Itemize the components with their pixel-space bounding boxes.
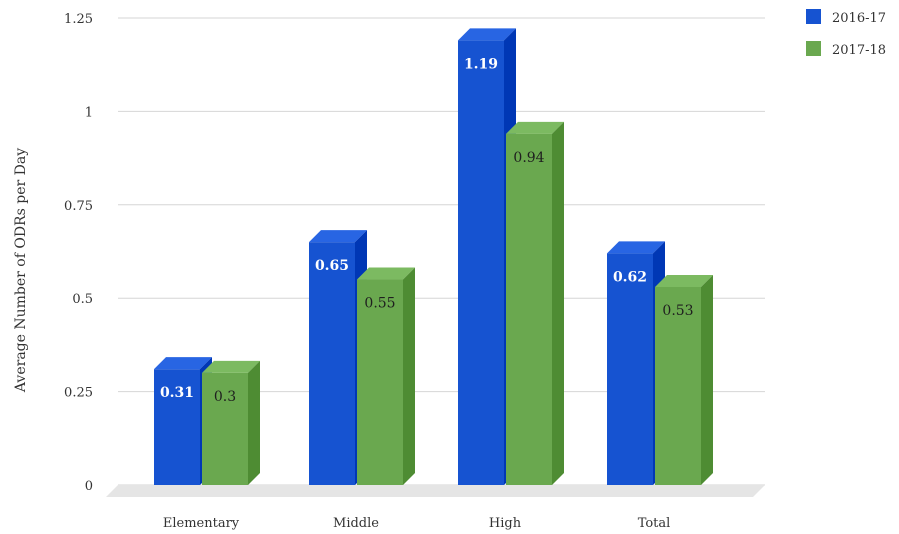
x-tick-label: High (489, 516, 522, 531)
legend: 2016-17 2017-18 (806, 9, 886, 58)
bar-top-face (506, 121, 564, 134)
bar-top-face (154, 357, 212, 370)
bar-top-face (202, 360, 260, 373)
bars-layer (154, 28, 713, 486)
bar-front-face (309, 242, 355, 485)
data-label-2017-18: 0.3 (214, 389, 236, 405)
y-tick-label: 1 (85, 105, 93, 120)
floor-layer (106, 485, 765, 497)
bar-side-face (403, 267, 415, 485)
bar-top-face (607, 241, 665, 254)
legend-item-2016-17: 2016-17 (806, 9, 886, 26)
y-axis-label: Average Number of ODRs per Day (13, 148, 29, 393)
legend-label: 2017-18 (832, 43, 886, 58)
bar-top-face (458, 28, 516, 41)
bar-front-face (655, 286, 701, 485)
axes-layer: 0 0.25 0.5 0.75 1 1.25 Average Number of ODRs … (13, 12, 670, 531)
data-label-2016-17: 0.62 (613, 269, 647, 285)
bar-top-face (309, 230, 367, 243)
data-label-2017-18: 0.94 (513, 150, 544, 166)
bar-front-face (458, 40, 504, 485)
bar-2017-18 (357, 267, 415, 485)
bar-2017-18 (202, 360, 260, 485)
legend-item-2017-18: 2017-18 (806, 41, 886, 58)
bar-front-face (202, 372, 248, 485)
data-label-2017-18: 0.55 (364, 296, 395, 312)
bar-top-face (655, 274, 713, 287)
data-label-2016-17: 0.31 (160, 385, 194, 401)
bar-front-face (506, 133, 552, 486)
y-tick-label: 0.25 (64, 386, 93, 401)
x-tick-label: Total (638, 516, 671, 531)
legend-swatch (806, 41, 821, 56)
data-label-2017-18: 0.53 (662, 303, 693, 319)
bar-2017-18 (655, 274, 713, 485)
bar-top-face (357, 267, 415, 280)
labels-layer: 0.31 0.3 0.65 0.55 1.19 0.94 0.62 0.53 (160, 56, 694, 405)
x-tick-label: Middle (333, 516, 379, 531)
data-label-2016-17: 0.65 (315, 258, 349, 274)
legend-label: 2016-17 (832, 11, 886, 26)
bar-front-face (357, 279, 403, 485)
bar-side-face (701, 274, 713, 485)
x-tick-label: Elementary (163, 516, 240, 531)
y-tick-label: 1.25 (64, 12, 93, 27)
legend-swatch (806, 9, 821, 24)
chart-floor (106, 485, 765, 497)
bar-front-face (154, 369, 200, 485)
bar-side-face (248, 360, 260, 485)
y-tick-label: 0.5 (72, 292, 93, 307)
bar-2017-18 (506, 121, 564, 486)
y-tick-label: 0 (85, 479, 93, 494)
y-tick-label: 0.75 (64, 199, 93, 214)
bar-front-face (607, 253, 653, 485)
data-label-2016-17: 1.19 (464, 56, 498, 72)
bar-side-face (552, 121, 564, 485)
